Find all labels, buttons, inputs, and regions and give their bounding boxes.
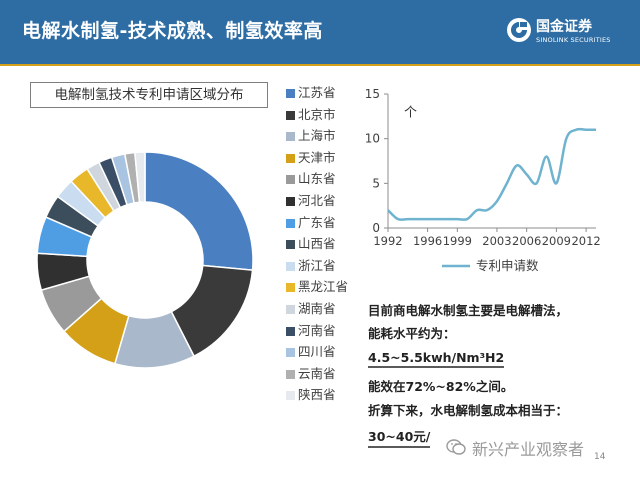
legend-swatch xyxy=(286,305,295,314)
legend-label: 湖南省 xyxy=(298,301,336,316)
legend-label: 陕西省 xyxy=(298,387,336,403)
note-line-5: 折算下来，水电解制氢成本相当于： xyxy=(368,403,569,418)
header-accent-bar xyxy=(0,64,640,66)
legend-swatch xyxy=(286,348,295,358)
legend-swatch xyxy=(286,391,295,401)
note-line-3: 4.5~5.5kwh/Nm³H2 xyxy=(368,350,505,368)
slide-header: 电解水制氢-技术成熟、制氢效率高 国金证券 SINOLINK SECURITIE… xyxy=(0,0,640,64)
series-line-patents xyxy=(387,127,596,221)
legend-label: 江苏省 xyxy=(298,85,336,100)
x-tick-label: 2009 xyxy=(542,234,571,248)
donut-chart xyxy=(36,151,254,369)
y-tick-label: 5 xyxy=(372,176,380,190)
legend-label: 上海市 xyxy=(298,128,336,144)
x-tick-label: 2012 xyxy=(571,234,600,248)
legend-label: 北京市 xyxy=(298,106,336,122)
legend-swatch xyxy=(286,110,295,120)
note-line-1: 目前商电解水制氢主要是电解槽法， xyxy=(368,303,569,318)
legend-label: 广东省 xyxy=(298,214,336,230)
donut-slice-15 xyxy=(134,151,146,204)
y-tick-label: 15 xyxy=(365,87,380,101)
y-tick-label: 0 xyxy=(372,221,380,235)
legend-label: 河南省 xyxy=(298,322,336,338)
donut-slice-1 xyxy=(144,151,254,271)
legend-label: 天津市 xyxy=(298,149,336,165)
legend-label: 浙江省 xyxy=(298,257,336,273)
legend-label: 黑龙江省 xyxy=(298,279,349,295)
legend-swatch xyxy=(286,240,295,250)
note-line-2: 能耗水平约为： xyxy=(368,326,456,341)
note-line-4: 能效在72%~82%之间。 xyxy=(368,379,514,394)
logo-text-cn: 国金证券 xyxy=(536,19,592,35)
legend-label: 河北省 xyxy=(298,193,336,208)
logo-text-en: SINOLINK SECURITIES xyxy=(536,36,611,44)
legend-swatch xyxy=(286,197,295,206)
legend-label: 四川省 xyxy=(298,344,336,360)
legend-swatch xyxy=(286,132,295,142)
legend-swatch xyxy=(286,89,295,98)
watermark-text: 新兴产业观察者 xyxy=(472,440,585,459)
legend-swatch xyxy=(286,261,295,271)
legend-swatch xyxy=(286,283,295,293)
y-tick-label: 10 xyxy=(365,132,380,146)
legend-swatch xyxy=(286,326,295,336)
legend-swatch xyxy=(286,175,295,185)
legend-swatch xyxy=(286,153,295,163)
line-legend-label: 专利申请数 xyxy=(476,258,539,273)
donut-chart-title: 电解制氢技术专利申请区域分布 xyxy=(30,82,268,108)
x-tick-label: 2003 xyxy=(482,234,511,248)
wechat-icon xyxy=(446,439,466,455)
note-line-6: 30~40元/ xyxy=(368,426,431,448)
legend-label: 山西省 xyxy=(298,236,336,252)
slide-title: 电解水制氢-技术成熟、制氢效率高 xyxy=(22,20,323,42)
x-tick-label: 1992 xyxy=(373,234,402,248)
x-tick-label: 1999 xyxy=(443,234,472,248)
legend-swatch xyxy=(286,369,295,379)
legend-swatch xyxy=(286,218,295,228)
sinolink-logo-icon xyxy=(507,18,531,42)
page-number: 14 xyxy=(594,452,606,462)
legend-label: 山东省 xyxy=(298,171,336,187)
legend-label: 云南省 xyxy=(298,365,336,381)
x-tick-label: 1996 xyxy=(413,234,442,248)
y-axis-unit-label: 个 xyxy=(404,105,417,120)
x-tick-label: 2006 xyxy=(512,234,541,248)
